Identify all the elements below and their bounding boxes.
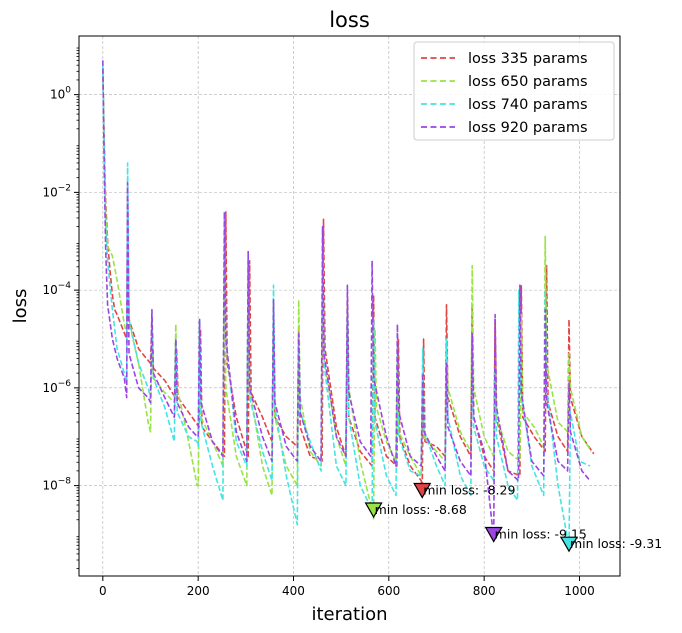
x-tick-label: 600 xyxy=(377,584,400,598)
y-tick-label: 10−4 xyxy=(42,281,71,297)
x-tick-label: 0 xyxy=(99,584,107,598)
annotation-layer: min loss: -8.29 min loss: -8.68 min loss: … xyxy=(364,482,662,553)
legend: loss 335 params loss 650 params loss 740 p… xyxy=(413,41,615,141)
chart-title: loss xyxy=(329,8,370,32)
legend-label: loss 335 params xyxy=(468,51,588,67)
legend-label: loss 740 params xyxy=(468,97,588,113)
min-loss-label: min loss: -9.31 xyxy=(570,536,662,551)
y-tick-label: 10−2 xyxy=(42,183,71,199)
x-tick-label: 800 xyxy=(473,584,496,598)
min-marker xyxy=(364,502,383,519)
y-tick-label: 100 xyxy=(50,86,71,102)
legend-box xyxy=(413,41,615,141)
y-tick-label: 10−6 xyxy=(42,379,71,395)
min-marker xyxy=(413,482,432,499)
min-loss-label: min loss: -8.29 xyxy=(423,482,515,497)
x-axis-label: iteration xyxy=(311,604,387,625)
series-layer xyxy=(102,60,595,551)
x-tick-label: 400 xyxy=(282,584,305,598)
legend-label: loss 920 params xyxy=(468,120,588,136)
min-marker xyxy=(484,526,503,543)
min-marker xyxy=(559,536,579,553)
plot-frame xyxy=(78,35,621,577)
legend-label: loss 650 params xyxy=(468,74,588,90)
min-loss-label: min loss: -8.68 xyxy=(375,502,467,517)
ticks: 0 200 400 600 800 1000 100 10−2 10−4 10−6 10−8 xyxy=(42,47,595,598)
series-line-4 xyxy=(102,60,591,543)
y-axis-label: loss xyxy=(10,289,31,324)
x-tick-label: 200 xyxy=(187,584,210,598)
y-tick-label: 10−8 xyxy=(42,477,71,493)
x-tick-label: 1000 xyxy=(564,584,595,598)
